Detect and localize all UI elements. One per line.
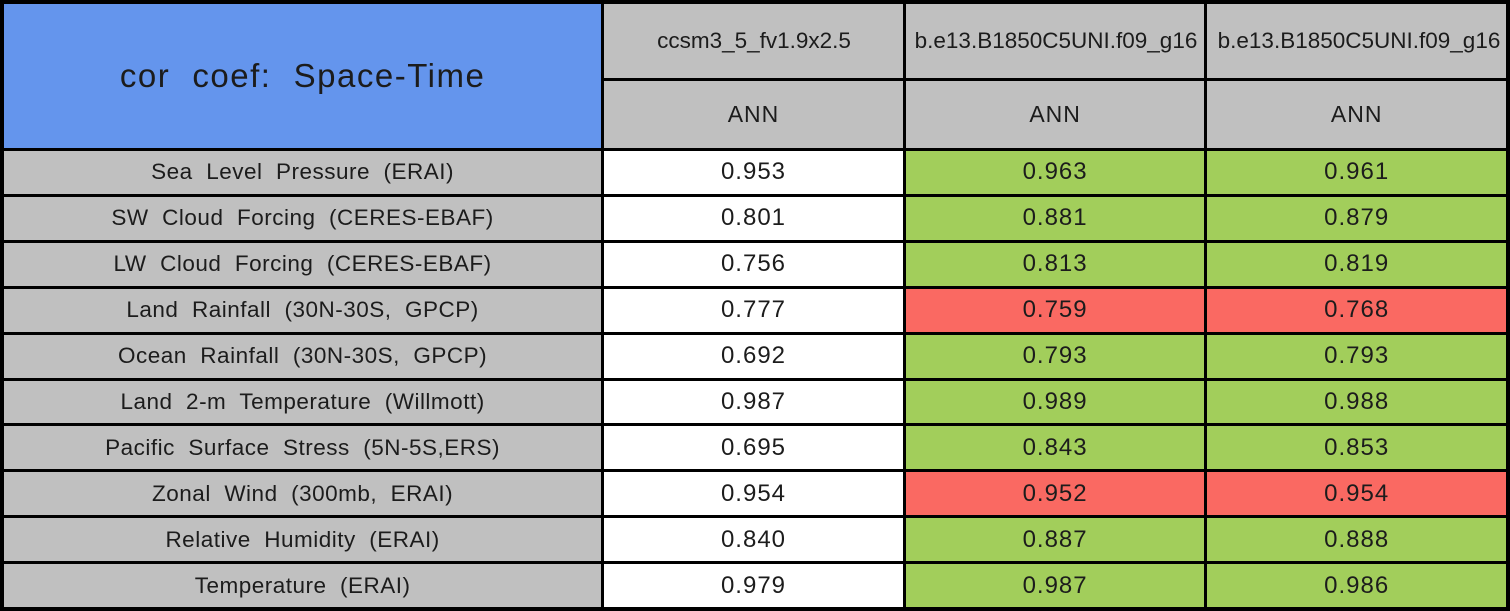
row-label: Zonal Wind (300mb, ERAI)	[152, 480, 454, 506]
value-text: 0.777	[720, 296, 787, 324]
value-text: 0.888	[1324, 525, 1390, 553]
value-text: 0.793	[1324, 342, 1390, 370]
season-label: ANN	[727, 101, 780, 127]
value-cell: 0.986	[1207, 564, 1506, 607]
row-label: Pacific Surface Stress (5N-5S,ERS)	[105, 434, 501, 460]
value-text: 0.843	[1022, 433, 1088, 461]
row-label-cell: Zonal Wind (300mb, ERAI)	[4, 472, 602, 516]
value-text: 0.979	[720, 571, 787, 599]
value-cell: 0.954	[1207, 472, 1506, 516]
value-text: 0.793	[1022, 342, 1088, 370]
value-cell: 0.768	[1207, 288, 1506, 332]
value-cell: 0.963	[905, 151, 1205, 194]
row-label: SW Cloud Forcing (CERES-EBAF)	[111, 205, 494, 231]
value-cell: 0.801	[604, 196, 903, 240]
row-label-cell: Relative Humidity (ERAI)	[4, 518, 602, 562]
value-text: 0.963	[1022, 158, 1088, 186]
value-cell: 0.879	[1207, 196, 1506, 240]
value-text: 0.813	[1022, 250, 1088, 278]
row-label-cell: Sea Level Pressure (ERAI)	[4, 151, 602, 194]
value-text: 0.840	[720, 525, 787, 553]
value-cell: 0.989	[905, 380, 1205, 424]
row-label-cell: LW Cloud Forcing (CERES-EBAF)	[4, 242, 602, 286]
season-header-cell-1: ANN	[604, 81, 903, 148]
row-label-cell: Temperature (ERAI)	[4, 564, 602, 607]
value-cell: 0.793	[1207, 334, 1506, 378]
row-label-cell: Ocean Rainfall (30N-30S, GPCP)	[4, 334, 602, 378]
season-header-cell-2: ANN	[905, 81, 1205, 148]
value-cell: 0.988	[1207, 380, 1506, 424]
value-text: 0.954	[1324, 479, 1390, 507]
value-text: 0.801	[720, 204, 787, 232]
row-label: Sea Level Pressure (ERAI)	[151, 159, 455, 185]
value-text: 0.695	[720, 433, 787, 461]
value-cell: 0.793	[905, 334, 1205, 378]
row-label: Land 2-m Temperature (Willmott)	[120, 388, 485, 414]
value-cell: 0.840	[604, 518, 903, 562]
value-cell: 0.756	[604, 242, 903, 286]
value-text: 0.989	[1022, 387, 1088, 415]
value-cell: 0.954	[604, 472, 903, 516]
row-label-cell: Pacific Surface Stress (5N-5S,ERS)	[4, 426, 602, 470]
value-cell: 0.887	[905, 518, 1205, 562]
value-text: 0.853	[1324, 433, 1390, 461]
value-text: 0.759	[1022, 296, 1088, 324]
row-label: Relative Humidity (ERAI)	[165, 526, 440, 552]
value-text: 0.952	[1022, 479, 1088, 507]
season-label: ANN	[1330, 101, 1383, 127]
value-text: 0.756	[720, 250, 787, 278]
value-cell: 0.987	[604, 380, 903, 424]
value-text: 0.887	[1022, 525, 1088, 553]
value-text: 0.954	[720, 479, 787, 507]
value-cell: 0.853	[1207, 426, 1506, 470]
value-cell: 0.695	[604, 426, 903, 470]
value-text: 0.881	[1022, 204, 1088, 232]
value-cell: 0.953	[604, 151, 903, 194]
row-label: Temperature (ERAI)	[194, 572, 411, 598]
value-text: 0.986	[1324, 571, 1390, 599]
model-header-cell-2	[905, 4, 1205, 78]
value-text: 0.819	[1324, 250, 1390, 278]
value-text: 0.987	[1022, 571, 1088, 599]
value-text: 0.961	[1324, 158, 1390, 186]
row-label: LW Cloud Forcing (CERES-EBAF)	[113, 251, 492, 277]
value-cell: 0.759	[905, 288, 1205, 332]
value-cell: 0.987	[905, 564, 1205, 607]
value-text: 0.879	[1324, 204, 1390, 232]
value-text: 0.987	[720, 387, 787, 415]
model-header-cell-1	[604, 4, 903, 78]
row-label-cell: SW Cloud Forcing (CERES-EBAF)	[4, 196, 602, 240]
table-title: cor coef: Space-Time	[119, 57, 486, 94]
table-title-cell: cor coef: Space-Time	[4, 4, 602, 148]
value-cell: 0.952	[905, 472, 1205, 516]
value-cell: 0.979	[604, 564, 903, 607]
value-cell: 0.843	[905, 426, 1205, 470]
value-cell: 0.961	[1207, 151, 1506, 194]
value-cell: 0.881	[905, 196, 1205, 240]
value-cell: 0.777	[604, 288, 903, 332]
row-label-cell: Land 2-m Temperature (Willmott)	[4, 380, 602, 424]
value-text: 0.988	[1324, 387, 1390, 415]
value-text: 0.953	[720, 158, 787, 186]
value-cell: 0.888	[1207, 518, 1506, 562]
value-text: 0.768	[1324, 296, 1390, 324]
value-text: 0.692	[720, 342, 787, 370]
season-label: ANN	[1029, 101, 1081, 127]
row-label: Ocean Rainfall (30N-30S, GPCP)	[118, 343, 488, 369]
value-cell: 0.819	[1207, 242, 1506, 286]
row-label: Land Rainfall (30N-30S, GPCP)	[126, 297, 479, 323]
value-cell: 0.692	[604, 334, 903, 378]
model-header-cell-3	[1207, 4, 1506, 78]
row-label-cell: Land Rainfall (30N-30S, GPCP)	[4, 288, 602, 332]
season-header-cell-3: ANN	[1207, 81, 1506, 148]
value-cell: 0.813	[905, 242, 1205, 286]
